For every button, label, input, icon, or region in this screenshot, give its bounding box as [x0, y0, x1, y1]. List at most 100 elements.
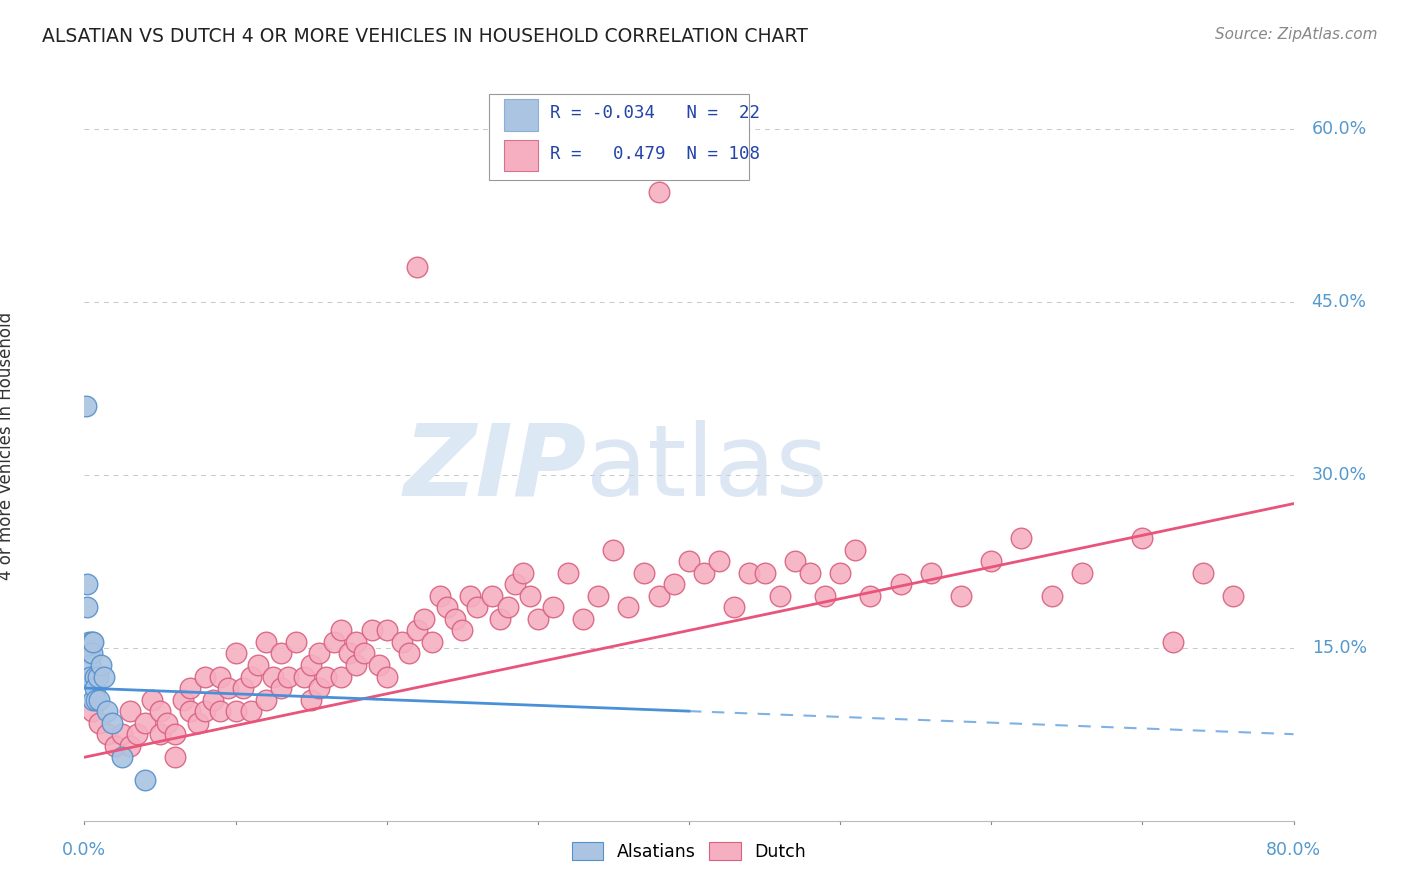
Point — [368, 658, 391, 673]
Point — [1161, 635, 1184, 649]
Point — [330, 669, 353, 683]
Point — [527, 612, 550, 626]
Text: atlas: atlas — [586, 420, 828, 517]
FancyBboxPatch shape — [503, 140, 538, 171]
Point — [75, 399, 97, 413]
Point — [209, 704, 232, 718]
Point — [814, 589, 837, 603]
Point — [156, 715, 179, 730]
Text: ALSATIAN VS DUTCH 4 OR MORE VEHICLES IN HOUSEHOLD CORRELATION CHART: ALSATIAN VS DUTCH 4 OR MORE VEHICLES IN … — [42, 27, 808, 45]
Point — [496, 600, 519, 615]
Point — [254, 692, 277, 706]
Point — [149, 727, 172, 741]
Text: 15.0%: 15.0% — [1312, 639, 1367, 657]
Point — [1130, 531, 1153, 545]
Point — [80, 635, 103, 649]
Point — [1192, 566, 1215, 580]
Point — [512, 566, 534, 580]
Point — [557, 566, 579, 580]
Text: 0.0%: 0.0% — [62, 841, 107, 859]
Point — [165, 750, 187, 764]
Point — [693, 566, 716, 580]
Point — [330, 624, 353, 638]
Text: 80.0%: 80.0% — [1265, 841, 1322, 859]
Point — [859, 589, 882, 603]
Text: 45.0%: 45.0% — [1312, 293, 1367, 311]
Point — [391, 635, 413, 649]
Text: R = -0.034   N =  22: R = -0.034 N = 22 — [550, 103, 759, 122]
Point — [172, 692, 194, 706]
Point — [93, 669, 115, 683]
Point — [950, 589, 973, 603]
Point — [572, 612, 595, 626]
Point — [451, 624, 474, 638]
Text: 30.0%: 30.0% — [1312, 466, 1367, 483]
Point — [80, 704, 103, 718]
Text: 60.0%: 60.0% — [1312, 120, 1367, 138]
Point — [104, 739, 127, 753]
Text: 4 or more Vehicles in Household: 4 or more Vehicles in Household — [0, 312, 15, 580]
Point — [77, 647, 100, 661]
Point — [217, 681, 239, 695]
Point — [111, 727, 134, 741]
Point — [443, 612, 465, 626]
Point — [602, 542, 624, 557]
Point — [360, 624, 382, 638]
Point — [1040, 589, 1063, 603]
Point — [633, 566, 655, 580]
Point — [96, 727, 118, 741]
Point — [299, 692, 322, 706]
Point — [225, 704, 247, 718]
Point — [277, 669, 299, 683]
Point — [118, 704, 141, 718]
Point — [678, 554, 700, 568]
Point — [179, 704, 201, 718]
Point — [769, 589, 792, 603]
Point — [481, 589, 503, 603]
Point — [662, 577, 685, 591]
Point — [315, 669, 337, 683]
Point — [194, 669, 217, 683]
Point — [134, 773, 156, 788]
Point — [292, 669, 315, 683]
Point — [118, 739, 141, 753]
Point — [519, 589, 541, 603]
Point — [738, 566, 761, 580]
Point — [270, 647, 292, 661]
Point — [890, 577, 912, 591]
Point — [86, 692, 108, 706]
Point — [141, 692, 163, 706]
Point — [134, 715, 156, 730]
Point — [100, 715, 122, 730]
Point — [254, 635, 277, 649]
Point — [84, 681, 107, 695]
Point — [79, 669, 101, 683]
Point — [375, 669, 398, 683]
FancyBboxPatch shape — [489, 94, 749, 180]
Point — [648, 186, 671, 200]
FancyBboxPatch shape — [503, 99, 538, 131]
Point — [346, 658, 368, 673]
Point — [194, 704, 217, 718]
Text: ZIP: ZIP — [404, 420, 586, 517]
Point — [90, 658, 112, 673]
Point — [89, 715, 111, 730]
Point — [149, 704, 172, 718]
Point — [648, 589, 671, 603]
Point — [420, 635, 443, 649]
Point — [353, 647, 375, 661]
Point — [285, 635, 308, 649]
Point — [723, 600, 745, 615]
Point — [1011, 531, 1033, 545]
Point — [201, 692, 224, 706]
Point — [830, 566, 852, 580]
Point — [89, 692, 111, 706]
Point — [920, 566, 942, 580]
Point — [270, 681, 292, 695]
Point — [187, 715, 209, 730]
Point — [165, 727, 187, 741]
Point — [209, 669, 232, 683]
Point — [783, 554, 806, 568]
Point — [84, 669, 107, 683]
Point — [111, 750, 134, 764]
